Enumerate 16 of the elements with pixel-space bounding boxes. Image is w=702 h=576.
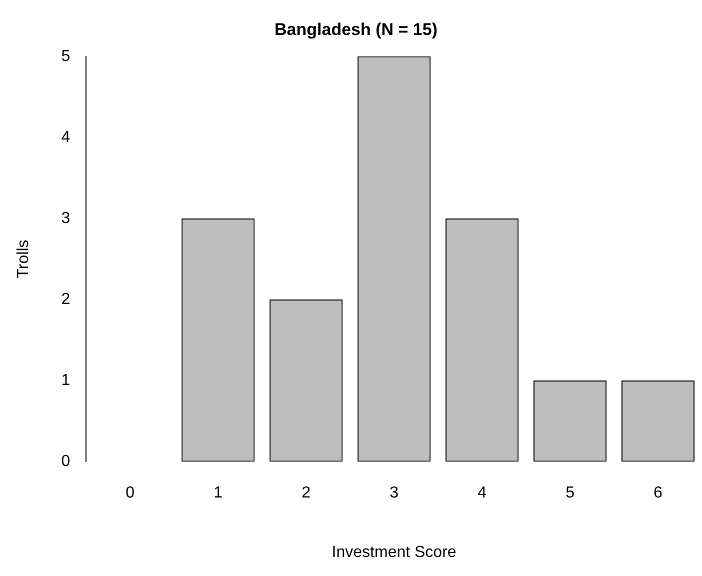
y-tick-label: 1 bbox=[61, 372, 70, 389]
x-tick-label: 0 bbox=[126, 484, 135, 502]
x-tick-label: 4 bbox=[478, 484, 487, 502]
y-axis-title: Trolls bbox=[15, 240, 32, 278]
x-tick-label: 2 bbox=[302, 484, 311, 502]
y-tick-label: 2 bbox=[61, 290, 70, 308]
x-tick-label: 3 bbox=[390, 484, 399, 502]
x-axis-title: Investment Score bbox=[332, 544, 456, 561]
x-tick-label: 6 bbox=[654, 484, 663, 502]
chart-title: Bangladesh (N = 15) bbox=[274, 20, 438, 39]
y-tick-label: 5 bbox=[61, 48, 70, 65]
y-tick-label: 4 bbox=[61, 128, 70, 146]
y-tick-label: 0 bbox=[61, 453, 70, 470]
y-tick-label: 3 bbox=[61, 210, 70, 227]
x-tick-label: 5 bbox=[566, 484, 575, 502]
x-tick-label: 1 bbox=[214, 484, 223, 502]
